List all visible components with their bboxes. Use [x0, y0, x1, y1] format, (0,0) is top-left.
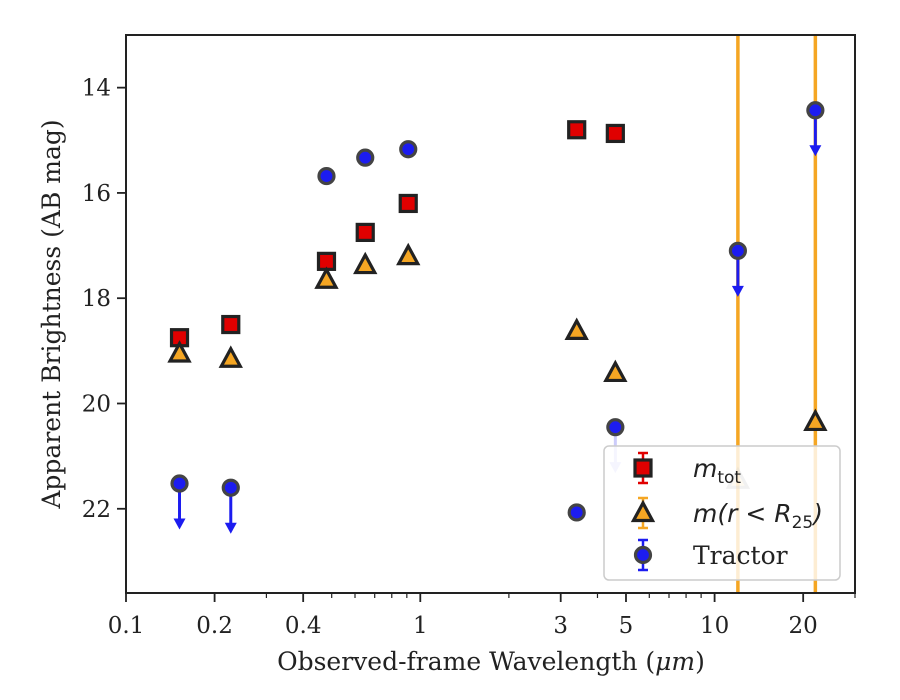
series-2-point-8-limit-arrow — [809, 118, 822, 157]
legend-marker-1 — [630, 499, 656, 523]
series-0-point-4 — [398, 193, 418, 214]
legend-entry-0: mtot — [633, 451, 741, 488]
x-axis-label-unit: μm — [655, 647, 695, 676]
series-1-point-8 — [803, 408, 828, 432]
series-2-point-0-limit-arrow-head — [173, 518, 186, 530]
x-tick-label-7: 20 — [789, 613, 818, 639]
series-2-point-7-limit-arrow-head — [731, 285, 744, 297]
axes-frame — [125, 34, 856, 594]
series-2-point-0 — [170, 474, 189, 493]
series-2-point-8-limit-arrow-head — [809, 145, 822, 157]
x-tick-label-5: 5 — [619, 613, 634, 639]
legend-label-post-1: ) — [811, 499, 823, 528]
legend-label-1: m(r < R25) — [693, 499, 823, 533]
series-1-point-2 — [314, 266, 339, 289]
series-2-point-5 — [567, 503, 586, 522]
axes: 0.1 0.2 0.4 1 3 5 10 20 14 16 18 20 22 — [82, 34, 856, 639]
series-1-point-5 — [564, 317, 589, 340]
series-2-point-6 — [606, 418, 625, 437]
series-1-point-6 — [603, 359, 628, 383]
legend-entry-1: m(r < R25) — [630, 496, 823, 533]
y-tick-label-0: 14 — [82, 76, 111, 102]
series-2-point-4 — [399, 140, 418, 159]
x-tick-label-6: 10 — [700, 613, 729, 639]
series-2-point-1 — [221, 478, 240, 497]
y-tick-label-2: 18 — [82, 286, 111, 312]
x-tick-label-0: 0.1 — [108, 613, 145, 639]
legend-label-sub-1: 25 — [792, 513, 814, 533]
y-tick-label-1: 16 — [82, 181, 111, 207]
series-2-point-2 — [317, 166, 336, 186]
series-2-point-8 — [806, 101, 825, 120]
series-0-point-1 — [221, 314, 241, 335]
legend-label-main-2: Tractor — [693, 541, 788, 570]
legend-label-sub-0: tot — [717, 468, 741, 488]
y-tick-label-3: 20 — [82, 391, 111, 417]
x-tick-label-4: 3 — [553, 613, 568, 639]
series-2-point-7 — [728, 241, 747, 260]
series-1-point-0 — [167, 340, 192, 363]
series-2-point-3 — [356, 148, 375, 167]
series-0-point-3 — [355, 222, 375, 243]
x-tick-label-3: 1 — [413, 613, 428, 639]
y-tick-label-4: 22 — [82, 497, 111, 523]
legend-marker-0 — [633, 458, 653, 478]
series-2-point-1-limit-arrow — [224, 495, 237, 534]
legend: mtot m(r < R25) Tractor — [603, 445, 841, 581]
legend-box — [603, 445, 841, 581]
series-2-point-7-limit-arrow — [731, 258, 744, 297]
series-2-point-1-limit-arrow-head — [224, 522, 237, 534]
x-axis-label-text: Observed-frame Wavelength ( — [277, 647, 655, 676]
series-0-point-6 — [605, 123, 625, 144]
y-axis-label: Apparent Brightness (AB mag) — [37, 119, 66, 509]
legend-entry-2: Tractor — [633, 538, 788, 572]
x-tick-label-2: 0.4 — [285, 613, 322, 639]
series-0-point-5 — [567, 120, 587, 140]
legend-label-2: Tractor — [693, 541, 788, 570]
series-1-point-1 — [218, 345, 243, 368]
series-2-point-0-limit-arrow — [173, 491, 186, 530]
x-axis-label-tail: ) — [695, 647, 705, 676]
x-axis-label: Observed-frame Wavelength (μm) — [277, 647, 705, 676]
series-1-point-4 — [396, 242, 421, 266]
x-tick-label-1: 0.2 — [196, 613, 233, 639]
legend-label-main-1: m(r < R — [693, 499, 792, 528]
legend-marker-2 — [633, 545, 653, 565]
series-1-point-3 — [353, 251, 378, 275]
legend-label-0: mtot — [693, 454, 741, 488]
legend-label-main-0: m — [693, 454, 717, 483]
plot-area — [167, 35, 828, 593]
